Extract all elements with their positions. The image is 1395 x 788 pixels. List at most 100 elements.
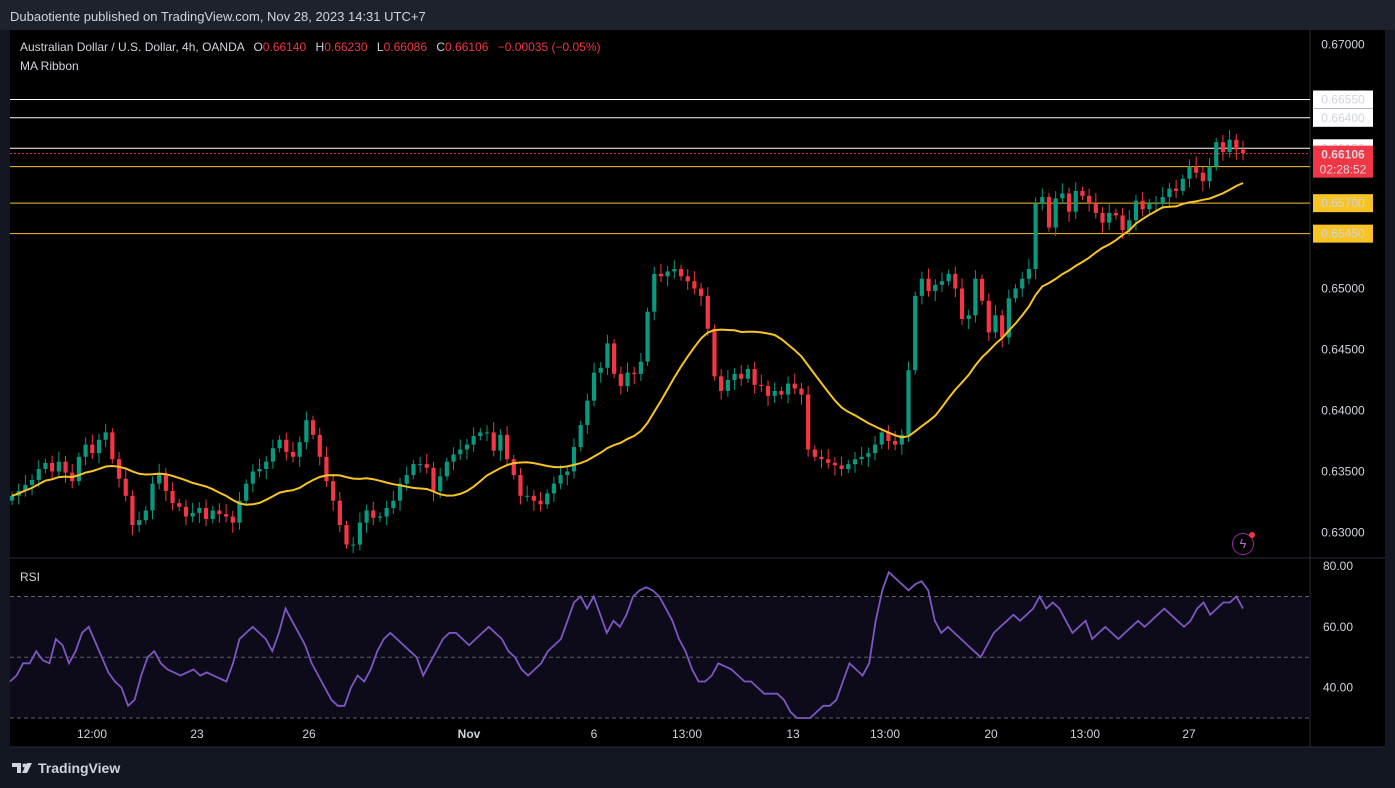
- candle-body[interactable]: [752, 368, 757, 385]
- candle-body[interactable]: [872, 444, 878, 454]
- candle-body[interactable]: [598, 367, 603, 373]
- candle-body[interactable]: [1227, 139, 1232, 152]
- candle-body[interactable]: [1214, 142, 1219, 167]
- candle-body[interactable]: [438, 476, 443, 491]
- candle-body[interactable]: [244, 483, 249, 501]
- candle-body[interactable]: [297, 442, 302, 457]
- candle-body[interactable]: [913, 295, 918, 371]
- candle-body[interactable]: [23, 484, 28, 491]
- candle-body[interactable]: [210, 510, 215, 519]
- candle-body[interactable]: [344, 525, 349, 545]
- candle-body[interactable]: [331, 481, 336, 501]
- candle-body[interactable]: [966, 315, 971, 319]
- ma-ribbon-line[interactable]: [11, 182, 1244, 506]
- candle-body[interactable]: [491, 432, 496, 451]
- candle-body[interactable]: [538, 500, 543, 505]
- candle-body[interactable]: [846, 464, 851, 469]
- candle-body[interactable]: [424, 464, 429, 468]
- candle-body[interactable]: [1220, 142, 1226, 152]
- candle-body[interactable]: [504, 434, 510, 460]
- candle-body[interactable]: [1046, 197, 1052, 228]
- candle-body[interactable]: [531, 495, 536, 501]
- candle-body[interactable]: [1207, 166, 1212, 182]
- candle-body[interactable]: [103, 432, 108, 440]
- candle-body[interactable]: [304, 420, 309, 443]
- candle-body[interactable]: [96, 439, 102, 454]
- candle-body[interactable]: [223, 514, 229, 517]
- candle-body[interactable]: [317, 434, 322, 457]
- candle-body[interactable]: [1073, 190, 1078, 212]
- candle-body[interactable]: [183, 506, 189, 517]
- candle-body[interactable]: [484, 432, 490, 434]
- candle-body[interactable]: [116, 459, 122, 479]
- candle-body[interactable]: [197, 508, 202, 513]
- candle-body[interactable]: [384, 508, 389, 517]
- candle-body[interactable]: [1000, 315, 1005, 338]
- candle-body[interactable]: [170, 490, 175, 504]
- candle-body[interactable]: [879, 432, 884, 445]
- candle-body[interactable]: [1120, 215, 1125, 230]
- candle-body[interactable]: [1033, 203, 1038, 270]
- candle-body[interactable]: [217, 510, 222, 515]
- candle-body[interactable]: [1234, 139, 1239, 150]
- candle-body[interactable]: [725, 379, 730, 391]
- candle-body[interactable]: [859, 456, 864, 460]
- candle-body[interactable]: [471, 436, 476, 445]
- candle-body[interactable]: [618, 373, 623, 387]
- candle-body[interactable]: [371, 510, 376, 518]
- candle-body[interactable]: [1107, 212, 1112, 223]
- candle-body[interactable]: [792, 383, 797, 389]
- candle-body[interactable]: [1240, 149, 1246, 154]
- candle-body[interactable]: [157, 473, 162, 484]
- candle-body[interactable]: [190, 512, 195, 517]
- candle-body[interactable]: [946, 273, 951, 282]
- candle-body[interactable]: [612, 343, 617, 374]
- candle-body[interactable]: [250, 471, 255, 484]
- candle-body[interactable]: [959, 288, 965, 319]
- candle-body[interactable]: [143, 510, 148, 521]
- candle-body[interactable]: [926, 278, 931, 291]
- candle-body[interactable]: [919, 278, 924, 296]
- candle-body[interactable]: [1140, 200, 1145, 210]
- candle-body[interactable]: [270, 448, 276, 462]
- candle-body[interactable]: [933, 284, 938, 291]
- candle-body[interactable]: [692, 281, 697, 289]
- candle-body[interactable]: [364, 510, 369, 523]
- candle-body[interactable]: [571, 447, 577, 472]
- candle-body[interactable]: [765, 386, 771, 396]
- candle-body[interactable]: [1020, 278, 1025, 289]
- candle-body[interactable]: [678, 269, 684, 277]
- candle-body[interactable]: [658, 273, 664, 277]
- candle-body[interactable]: [893, 440, 898, 445]
- candle-body[interactable]: [1087, 195, 1092, 204]
- candle-body[interactable]: [1026, 269, 1032, 279]
- candle-body[interactable]: [230, 516, 235, 523]
- candle-body[interactable]: [90, 444, 95, 454]
- candle-body[interactable]: [377, 516, 383, 518]
- candle-body[interactable]: [458, 449, 463, 455]
- candle-body[interactable]: [1080, 190, 1085, 196]
- candle-body[interactable]: [525, 495, 530, 497]
- candle-body[interactable]: [605, 343, 610, 368]
- candle-body[interactable]: [43, 462, 48, 469]
- candle-body[interactable]: [123, 478, 128, 496]
- candle-body[interactable]: [759, 384, 764, 387]
- candle-body[interactable]: [1127, 220, 1132, 230]
- candle-body[interactable]: [551, 483, 557, 494]
- candle-body[interactable]: [685, 276, 690, 282]
- candle-body[interactable]: [1100, 212, 1105, 223]
- candle-body[interactable]: [698, 288, 704, 296]
- rsi-line[interactable]: [9, 570, 1244, 719]
- candle-body[interactable]: [464, 444, 470, 450]
- candle-body[interactable]: [391, 500, 396, 509]
- candle-body[interactable]: [257, 468, 262, 472]
- candle-body[interactable]: [712, 328, 717, 377]
- candle-body[interactable]: [1013, 288, 1018, 299]
- candle-body[interactable]: [1006, 298, 1011, 338]
- candle-body[interactable]: [357, 522, 362, 545]
- candle-body[interactable]: [973, 278, 978, 316]
- candle-body[interactable]: [264, 461, 269, 469]
- indicator-legend[interactable]: MA Ribbon: [20, 59, 79, 73]
- candle-body[interactable]: [819, 456, 824, 460]
- candle-body[interactable]: [478, 432, 483, 437]
